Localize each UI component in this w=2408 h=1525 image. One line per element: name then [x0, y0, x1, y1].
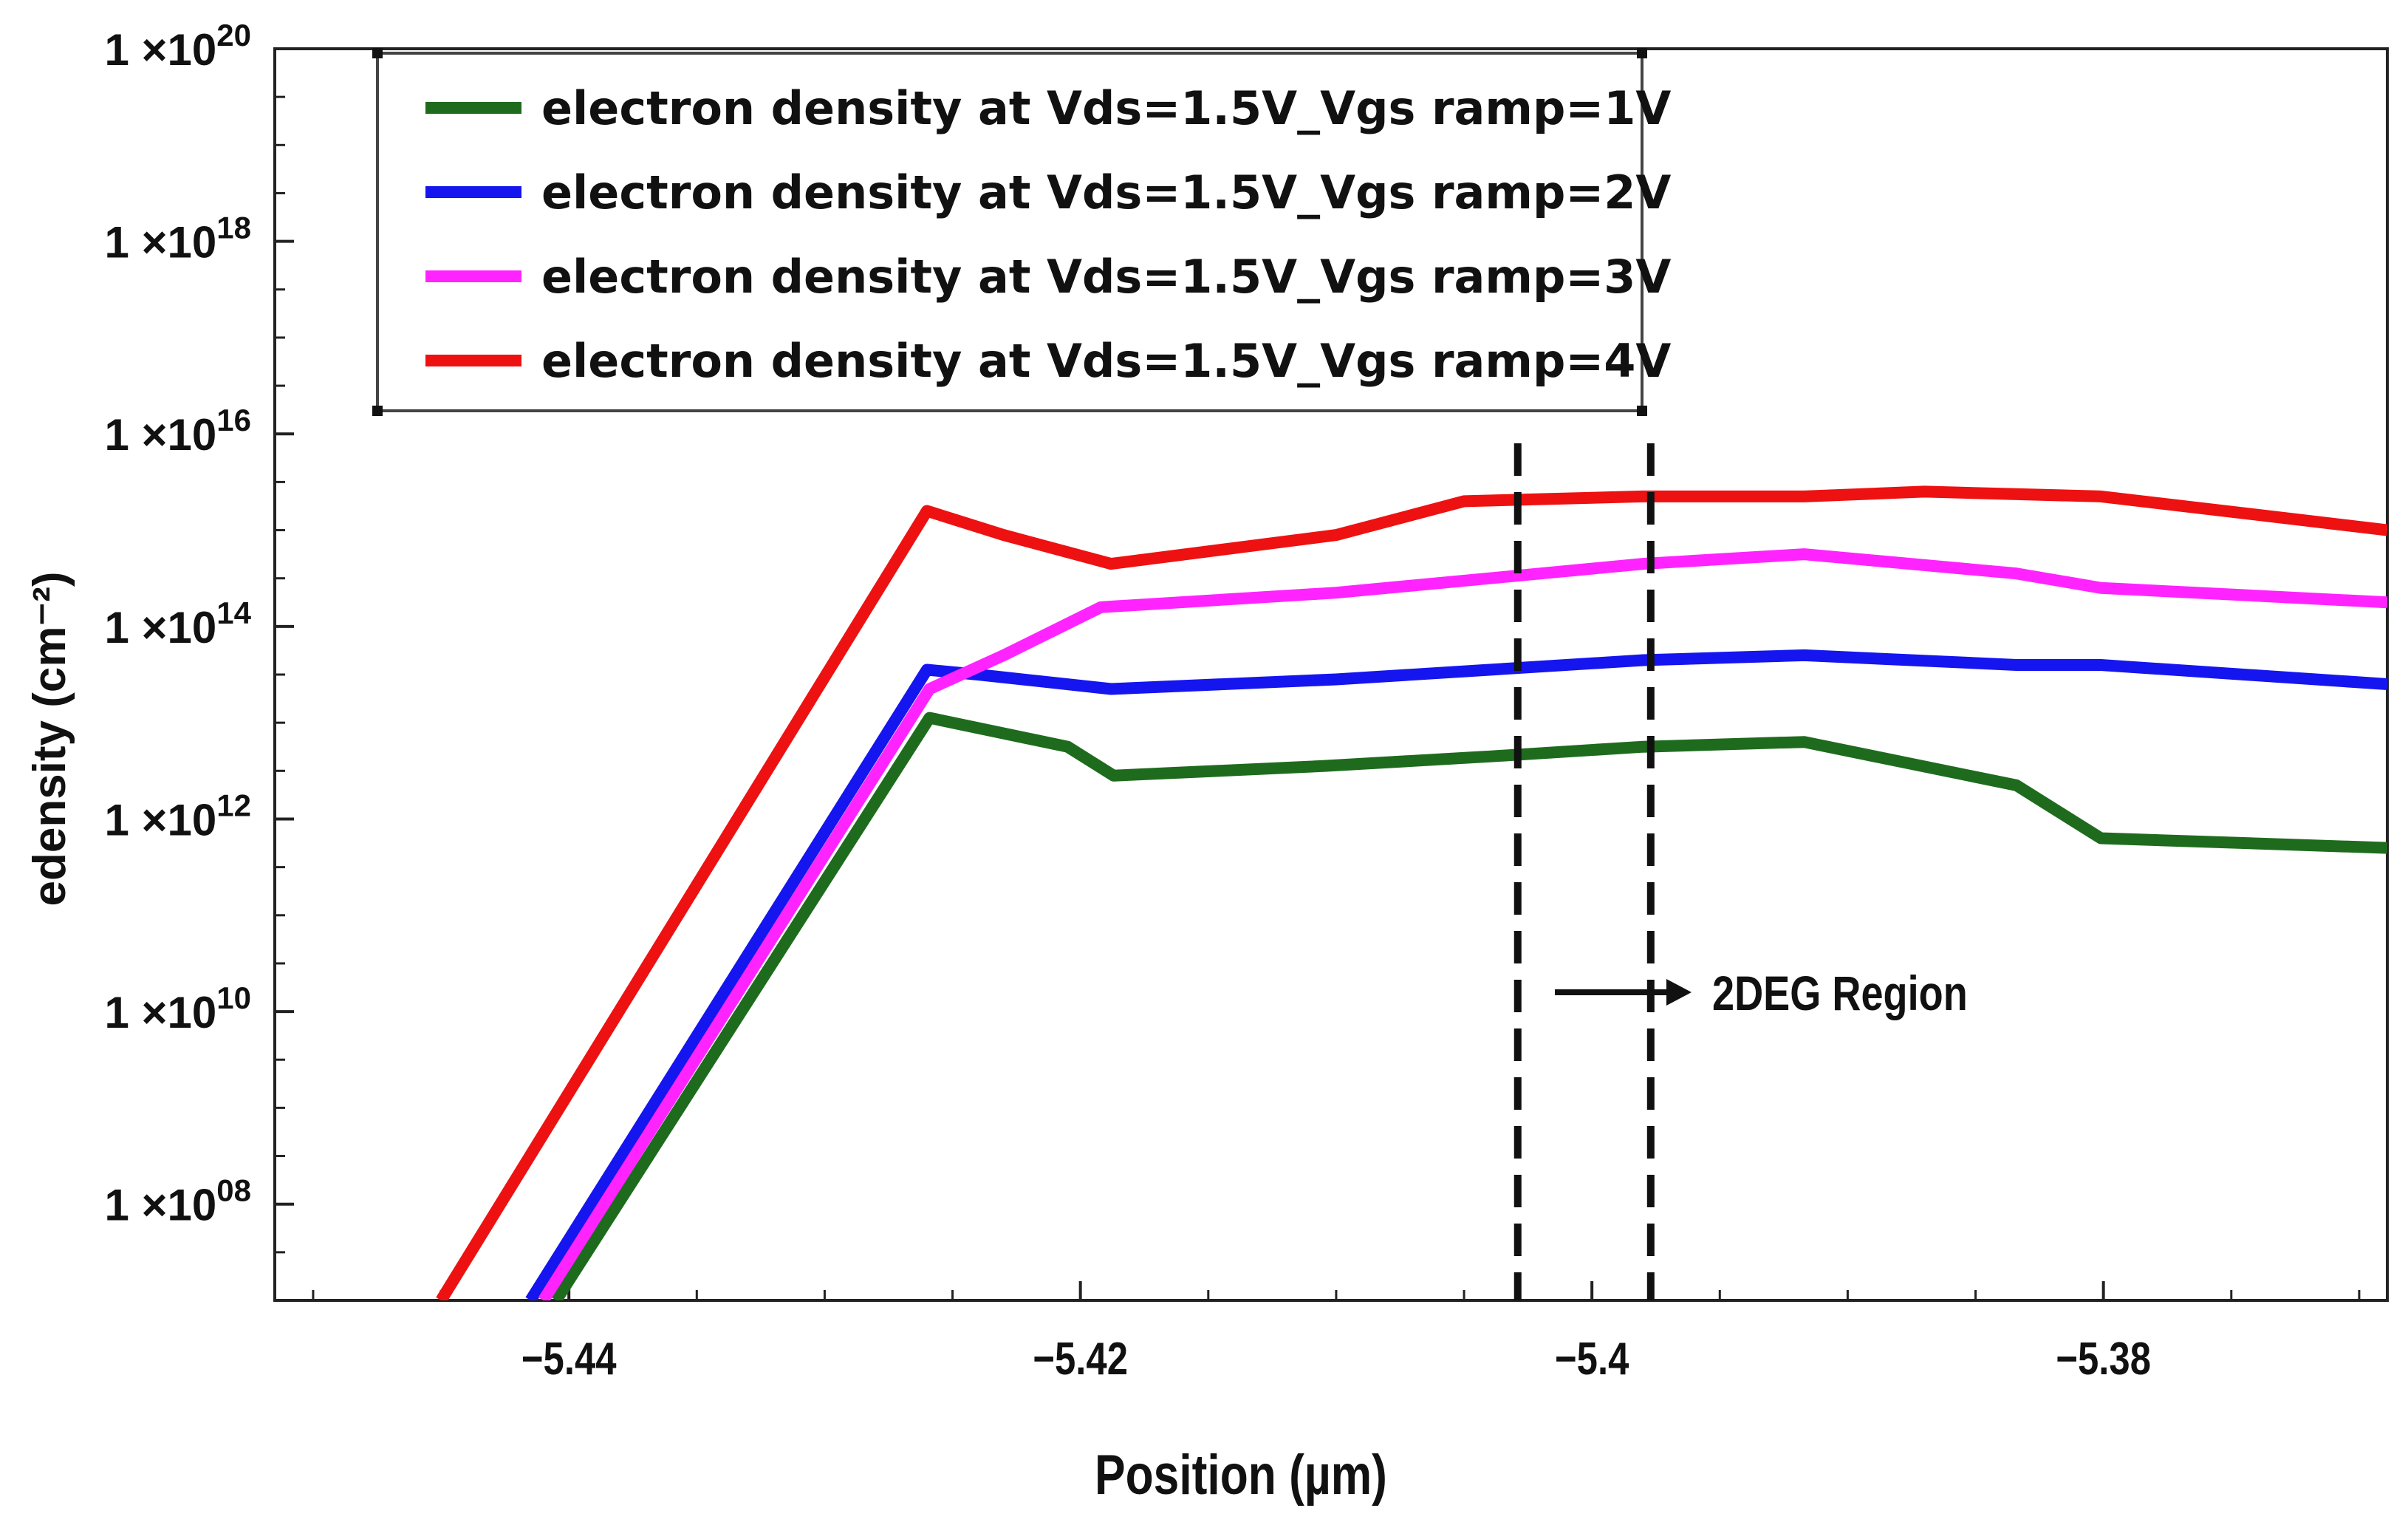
y-tick-base: 1 ×10: [104, 25, 216, 75]
y-tick-exponent: 08: [216, 1173, 251, 1208]
legend-label-4: electron density at Vds=1.5V_Vgs ramp=4V: [541, 334, 1671, 388]
y-tick-exponent: 10: [216, 980, 251, 1015]
plot-frame: [273, 47, 2389, 1302]
y-tick-exponent: 12: [216, 788, 251, 822]
x-tick-label: −5.38: [2056, 1334, 2151, 1385]
legend-corner-handle: [1637, 48, 1647, 58]
legend-corner-handle: [1637, 406, 1647, 416]
y-tick-exponent: 14: [216, 596, 251, 630]
y-tick-label: 1 ×1012: [104, 788, 251, 845]
y-tick-base: 1 ×10: [104, 988, 216, 1037]
y-tick-label: 1 ×1016: [104, 403, 251, 460]
series-line-2: [525, 649, 2387, 1300]
y-tick-label: 1 ×1008: [104, 1173, 251, 1230]
y-tick-label: 1 ×1014: [104, 596, 251, 652]
y-tick-base: 1 ×10: [104, 1181, 216, 1230]
y-tick-base: 1 ×10: [104, 218, 216, 267]
vlines-layer: [1513, 443, 1655, 1300]
y-tick-exponent: 16: [216, 403, 251, 437]
legend-label-2: electron density at Vds=1.5V_Vgs ramp=2V: [541, 166, 1671, 219]
legend-label-1: electron density at Vds=1.5V_Vgs ramp=1V: [541, 81, 1671, 135]
plot-area: [273, 47, 2389, 1302]
y-tick-base: 1 ×10: [104, 603, 216, 652]
x-tick-label: −5.4: [1555, 1334, 1629, 1385]
series-line-1: [551, 712, 2387, 1300]
x-tick-label: −5.44: [521, 1334, 617, 1385]
legend-label-3: electron density at Vds=1.5V_Vgs ramp=3V: [541, 250, 1671, 304]
y-tick-label: 1 ×1018: [104, 211, 251, 267]
legend: electron density at Vds=1.5V_Vgs ramp=1V…: [372, 48, 1671, 416]
series-layer: [436, 485, 2387, 1300]
y-tick-exponent: 20: [216, 18, 251, 52]
series-line-3: [538, 548, 2387, 1300]
arrow-right-icon: [1666, 979, 1692, 1006]
y-tick-base: 1 ×10: [104, 795, 216, 845]
series-line-4: [436, 485, 2387, 1300]
y-tick-exponent: 18: [216, 211, 251, 245]
annotation-2deg: 2DEG Region: [1555, 966, 1968, 1020]
annotation-label: 2DEG Region: [1712, 966, 1968, 1020]
x-axis-title: Position (µm): [1095, 1443, 1387, 1506]
y-axis-title: edensity (cm⁻²): [24, 571, 75, 906]
legend-corner-handle: [372, 406, 383, 416]
legend-corner-handle: [372, 48, 383, 58]
x-tick-label: −5.42: [1033, 1334, 1128, 1385]
y-tick-label: 1 ×1020: [104, 18, 251, 75]
y-tick-base: 1 ×10: [104, 410, 216, 460]
y-tick-label: 1 ×1010: [104, 980, 251, 1037]
legend-frame: [376, 52, 1643, 412]
